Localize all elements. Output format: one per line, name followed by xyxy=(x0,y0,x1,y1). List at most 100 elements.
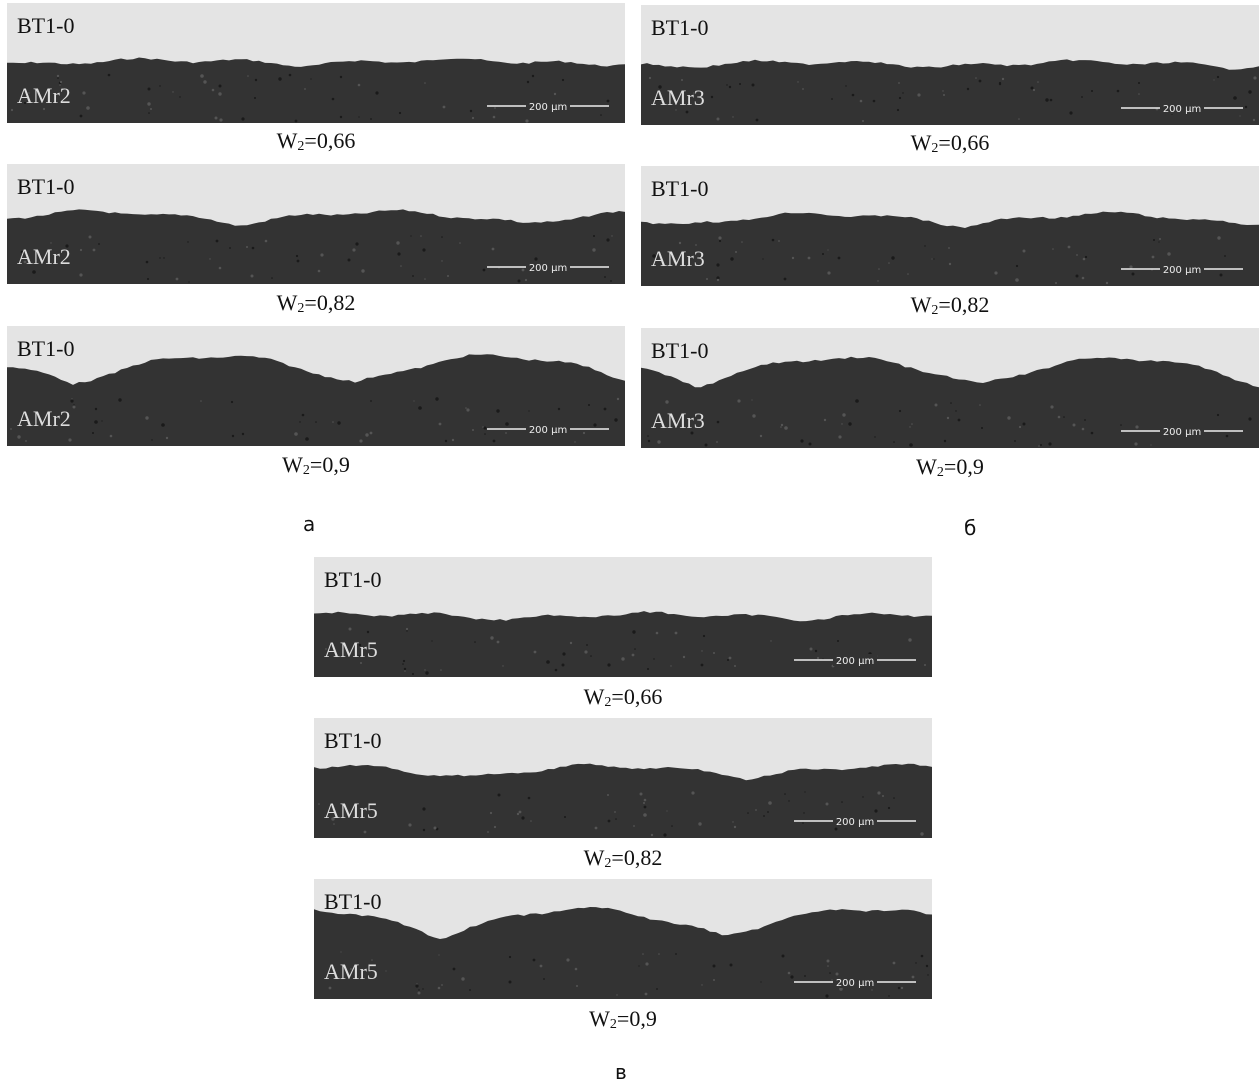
particle xyxy=(804,975,806,977)
particle xyxy=(333,823,335,825)
particle xyxy=(634,648,636,650)
particle xyxy=(474,641,476,643)
particle xyxy=(827,965,829,967)
scale-label: 200 μm xyxy=(836,656,874,667)
particle xyxy=(822,253,824,255)
particle xyxy=(949,263,951,265)
particle xyxy=(586,644,588,646)
particle xyxy=(412,673,414,675)
bottom-material-label: AMr2 xyxy=(17,83,71,108)
top-material-label: BT1-0 xyxy=(651,15,708,40)
particle xyxy=(656,632,659,635)
particle xyxy=(888,995,889,996)
particle xyxy=(898,82,900,84)
particle xyxy=(841,423,842,424)
particle xyxy=(735,251,737,253)
scale-label: 200 μm xyxy=(529,102,567,113)
group-label: в xyxy=(615,1060,627,1084)
particle xyxy=(842,413,845,416)
particle xyxy=(802,88,804,90)
particle xyxy=(780,426,782,428)
particle xyxy=(422,988,423,989)
particle xyxy=(1014,440,1016,442)
particle xyxy=(888,807,890,809)
particle xyxy=(797,81,798,82)
particle xyxy=(364,831,367,834)
particle xyxy=(420,235,422,237)
particle xyxy=(176,278,179,281)
particle xyxy=(604,408,607,411)
particle xyxy=(209,258,210,259)
particle xyxy=(470,110,472,112)
particle xyxy=(521,816,524,819)
particle xyxy=(493,116,496,119)
micrograph: BT1-0AMr3200 μm xyxy=(641,166,1259,286)
particle xyxy=(1083,258,1086,261)
particle xyxy=(425,671,428,674)
particle xyxy=(590,655,592,657)
particle xyxy=(1138,82,1140,84)
particle xyxy=(1002,78,1004,80)
particle xyxy=(644,806,647,809)
particle xyxy=(434,827,437,830)
caption-value: =0,82 xyxy=(304,290,355,315)
particle xyxy=(528,797,531,800)
particle xyxy=(826,803,829,806)
bottom-material-label: AMr2 xyxy=(17,244,71,269)
particle xyxy=(1239,115,1240,116)
particle xyxy=(979,404,981,406)
particle xyxy=(727,659,729,661)
particle xyxy=(441,236,443,238)
figure: BT1-0AMr2200 μmW2=0,66BT1-0AMr2200 μmW2=… xyxy=(0,0,1259,1083)
particle xyxy=(917,93,920,96)
particle xyxy=(400,265,402,267)
particle xyxy=(365,433,368,436)
particle xyxy=(546,660,550,664)
particle xyxy=(543,978,545,980)
bottom-material-label: AMr3 xyxy=(651,85,705,110)
micrograph: BT1-0AMr3200 μm xyxy=(641,328,1259,448)
particle xyxy=(1055,282,1057,284)
particle xyxy=(232,435,234,437)
particle xyxy=(782,955,785,958)
particle xyxy=(848,422,851,425)
particle xyxy=(318,270,321,273)
bottom-material-label: AMr2 xyxy=(17,406,71,431)
particle xyxy=(877,280,878,281)
particle xyxy=(397,252,400,255)
particle xyxy=(359,439,362,442)
particle xyxy=(648,440,650,442)
particle xyxy=(98,243,100,245)
top-material-label: BT1-0 xyxy=(324,728,381,753)
particle xyxy=(443,106,446,109)
particle xyxy=(643,813,647,817)
caption-value: =0,82 xyxy=(938,292,989,317)
particle xyxy=(899,97,901,99)
top-material-label: BT1-0 xyxy=(651,176,708,201)
particle xyxy=(1058,416,1061,419)
particle xyxy=(525,119,528,122)
particle xyxy=(278,77,281,80)
particle xyxy=(519,811,522,814)
caption-value: =0,9 xyxy=(310,452,350,477)
particle xyxy=(246,246,248,248)
particle xyxy=(337,421,340,424)
particle xyxy=(108,74,111,77)
particle xyxy=(424,82,426,84)
particle xyxy=(716,441,718,443)
particle xyxy=(679,242,681,244)
particle xyxy=(1082,277,1085,280)
particle xyxy=(701,984,702,985)
particle xyxy=(838,435,841,438)
particle xyxy=(360,662,362,664)
particle xyxy=(645,993,648,996)
bottom-material-label: AMr5 xyxy=(324,637,378,662)
particle xyxy=(705,444,708,447)
particle xyxy=(633,825,635,827)
particle xyxy=(948,247,950,249)
particle xyxy=(610,280,612,282)
micrograph: BT1-0AMr2200 μm xyxy=(7,164,625,284)
particle xyxy=(943,94,945,96)
particle xyxy=(770,640,771,641)
particle xyxy=(747,812,749,814)
